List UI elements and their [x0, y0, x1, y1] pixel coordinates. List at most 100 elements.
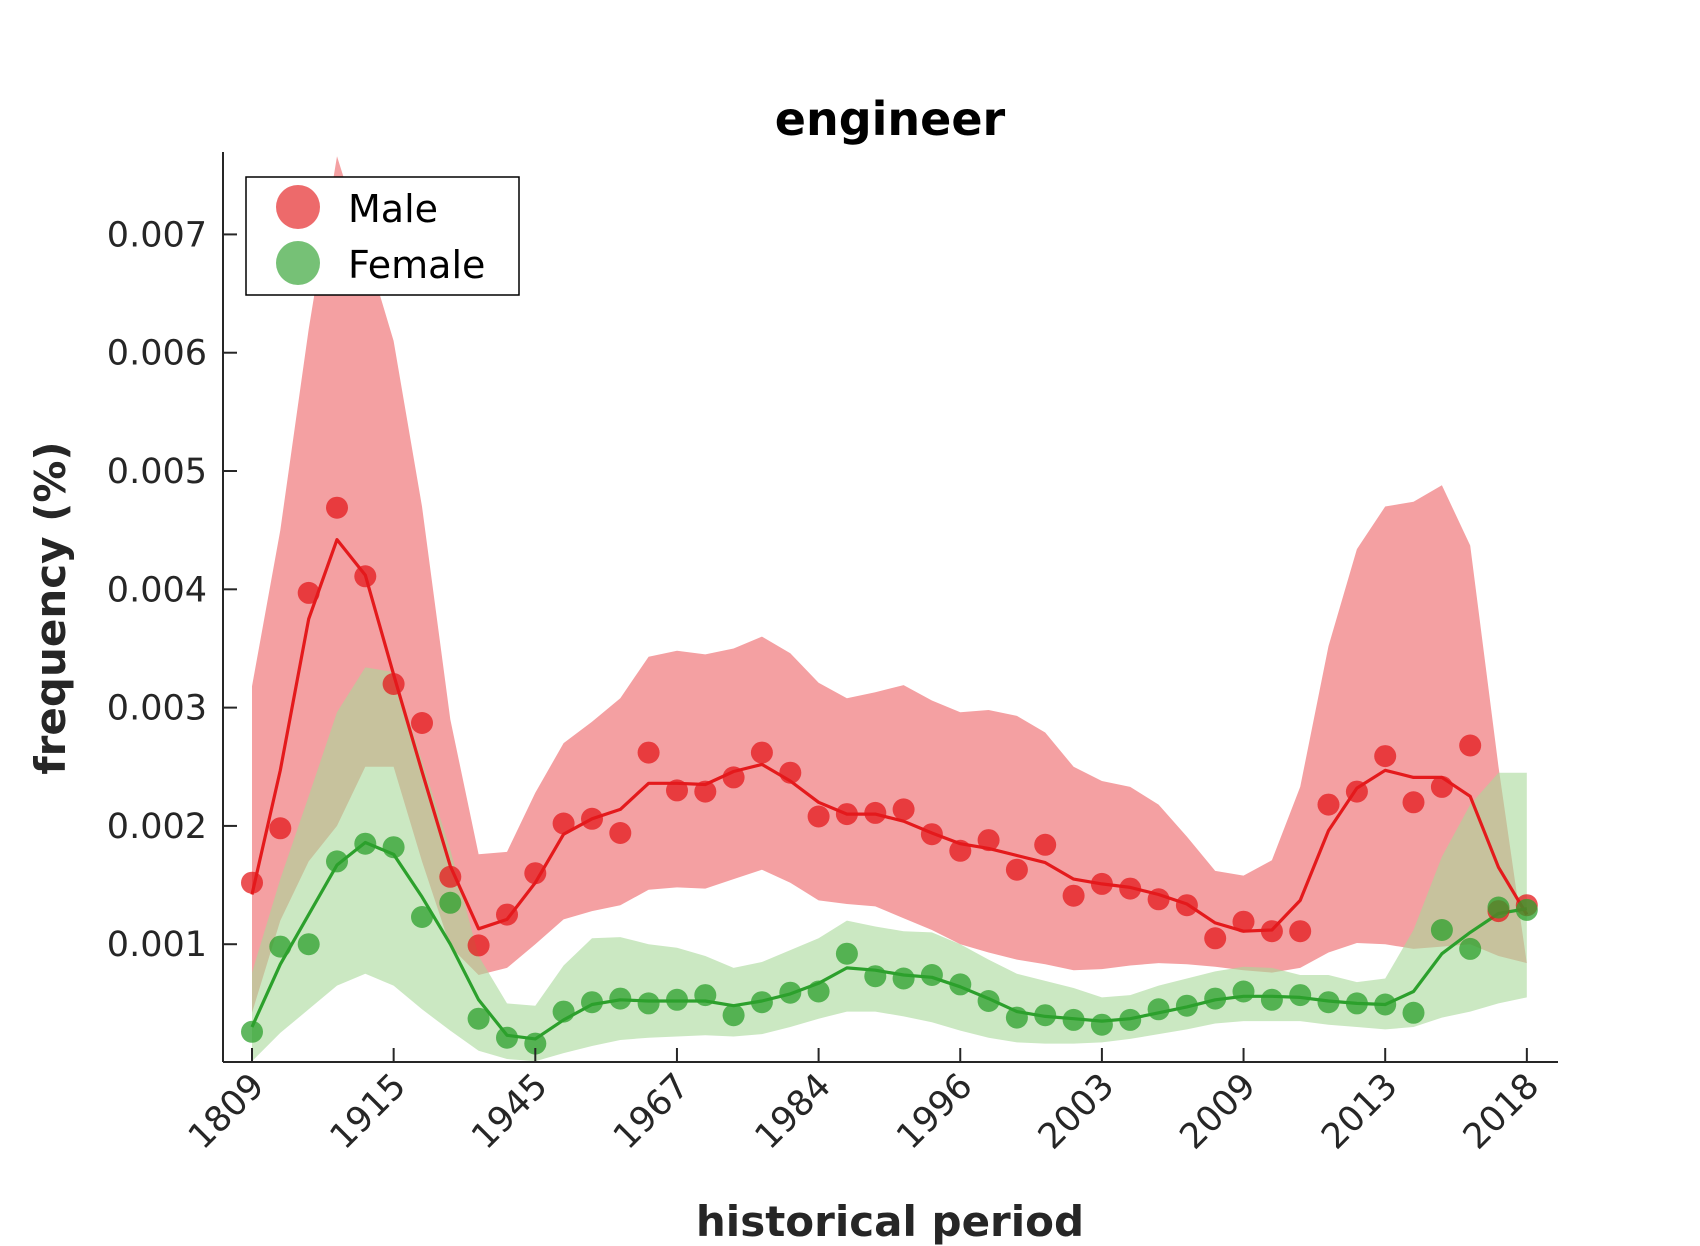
male-data-point: [1374, 745, 1397, 768]
male-data-point: [750, 741, 773, 764]
female-data-point: [467, 1007, 490, 1030]
male-data-point: [1005, 858, 1028, 881]
female-data-point: [1487, 896, 1510, 919]
male-data-point: [581, 807, 603, 830]
male-data-point: [807, 805, 830, 828]
male-data-point: [1119, 877, 1142, 900]
male-data-point: [439, 865, 462, 888]
male-data-point: [496, 903, 518, 926]
x-tick-label: 1967: [606, 1066, 697, 1157]
female-data-point: [1402, 1001, 1425, 1024]
female-data-point: [920, 964, 943, 986]
male-data-point: [1289, 920, 1312, 943]
x-tick-label: 2013: [1314, 1066, 1405, 1157]
female-data-point: [581, 991, 603, 1014]
female-data-point: [694, 984, 717, 1007]
y-tick-label: 0.007: [107, 215, 207, 255]
female-data-point: [779, 981, 802, 1004]
male-data-point: [241, 871, 263, 894]
legend-label-female: Female: [348, 243, 485, 287]
female-data-point: [382, 836, 405, 859]
female-data-point: [1034, 1004, 1057, 1027]
male-data-point: [977, 829, 1000, 852]
female-data-point: [326, 850, 348, 873]
female-data-point: [524, 1032, 547, 1055]
plot-area: [241, 156, 1538, 1062]
x-ticks: 1809 1915 1945 1967 1984 1996 2003 2009 2013 2018: [181, 1048, 1547, 1157]
y-tick-label: 0.004: [107, 570, 207, 610]
female-confidence-band: [252, 667, 1527, 1062]
legend-label-male: Male: [348, 187, 438, 231]
female-data-point: [1345, 992, 1368, 1015]
male-data-point: [1430, 775, 1453, 798]
female-data-point: [1317, 991, 1340, 1014]
x-axis-label: historical period: [696, 1197, 1084, 1246]
male-trend-line: [250, 537, 1529, 933]
male-data-point: [524, 862, 547, 885]
male-data-point: [1090, 872, 1113, 895]
y-tick-label: 0.002: [107, 807, 207, 847]
male-data-point: [694, 780, 717, 803]
female-data-point: [835, 942, 858, 965]
male-data-point: [382, 673, 405, 695]
male-data-point: [1459, 734, 1482, 757]
female-data-point: [977, 990, 1000, 1012]
x-tick-label: 1915: [323, 1066, 414, 1157]
female-data-point: [1147, 998, 1170, 1021]
female-data-point: [949, 973, 972, 996]
male-data-point: [467, 934, 490, 957]
male-data-point: [1204, 927, 1227, 950]
female-data-point: [269, 935, 292, 958]
male-data-point: [892, 798, 915, 821]
y-axis-label: frequency (%): [26, 441, 75, 774]
female-data-point: [1289, 984, 1312, 1007]
male-data-point: [920, 823, 943, 846]
female-data-point: [552, 1000, 575, 1023]
y-tick-label: 0.005: [107, 452, 207, 492]
male-data-point: [1175, 894, 1198, 917]
male-data-point: [1345, 780, 1368, 803]
female-data-point: [1459, 937, 1482, 960]
female-data-point: [1175, 994, 1198, 1017]
male-data-point: [835, 803, 858, 826]
male-data-point: [1260, 920, 1283, 943]
female-data-point: [1005, 1006, 1028, 1029]
male-data-point: [779, 761, 802, 784]
x-tick-label: 2003: [1031, 1066, 1122, 1157]
male-data-point: [722, 766, 745, 789]
female-data-point: [411, 906, 433, 928]
male-data-point: [1147, 888, 1170, 911]
male-data-point: [1232, 910, 1255, 933]
female-data-point: [297, 933, 320, 956]
male-confidence-band: [252, 156, 1527, 1013]
female-data-point: [1430, 919, 1453, 941]
confidence-bands: [252, 156, 1527, 1062]
male-data-point: [1402, 791, 1425, 814]
female-data-point: [750, 991, 773, 1014]
female-trend-line: [250, 840, 1528, 1041]
male-data-point: [1317, 793, 1340, 816]
y-tick-label: 0.006: [107, 334, 207, 374]
male-data-point: [1062, 884, 1085, 907]
chart-title: engineer: [775, 92, 1006, 146]
female-data-point: [1119, 1008, 1142, 1031]
x-tick-label: 2018: [1456, 1066, 1547, 1157]
female-data-point: [609, 987, 632, 1010]
x-tick-label: 1996: [889, 1066, 980, 1157]
male-data-point: [666, 779, 688, 802]
female-data-point: [892, 967, 915, 990]
smoothed-lines: [250, 537, 1529, 1041]
female-data-point: [864, 965, 887, 988]
male-data-point: [269, 817, 292, 840]
female-data-point: [666, 988, 688, 1011]
legend: Male Female: [245, 176, 520, 296]
male-data-point: [949, 839, 972, 862]
female-data-point: [439, 891, 462, 914]
female-data-point: [722, 1004, 745, 1027]
female-data-point: [1062, 1008, 1085, 1031]
male-data-point: [326, 496, 348, 519]
y-tick-label: 0.003: [107, 689, 207, 729]
female-data-point: [1260, 988, 1283, 1011]
female-data-point: [1204, 987, 1227, 1010]
